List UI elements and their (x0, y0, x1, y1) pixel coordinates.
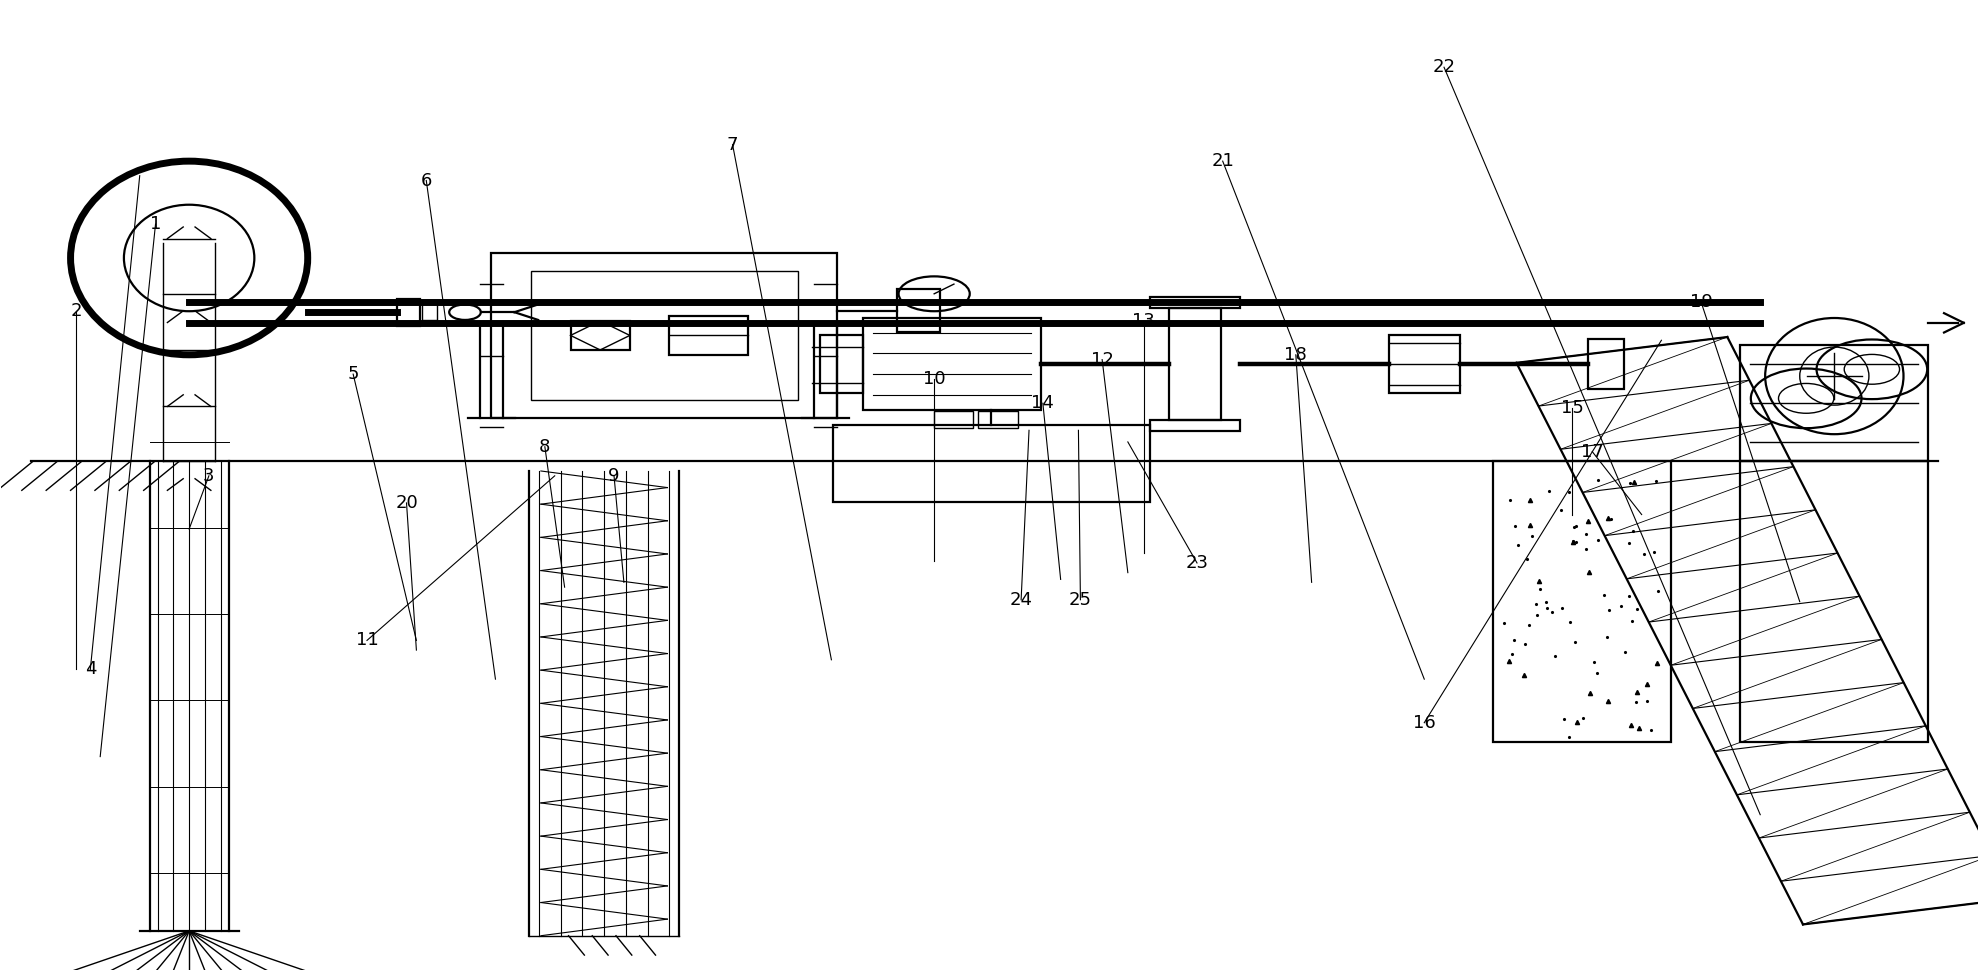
Text: 5: 5 (348, 365, 358, 384)
Text: 24: 24 (1009, 590, 1033, 609)
Text: 19: 19 (1690, 292, 1712, 311)
Bar (669, 317, 748, 354)
Text: 18: 18 (1284, 346, 1308, 364)
Text: 14: 14 (1031, 394, 1055, 413)
Bar (863, 318, 1041, 410)
Text: 21: 21 (1211, 152, 1235, 170)
Text: 17: 17 (1581, 443, 1603, 460)
Text: 11: 11 (356, 631, 378, 650)
Bar (1389, 335, 1461, 393)
Bar (819, 335, 863, 392)
Bar (1589, 339, 1625, 389)
Text: 4: 4 (85, 660, 97, 679)
Bar (1170, 309, 1221, 419)
Text: 7: 7 (726, 136, 738, 153)
Bar (422, 304, 437, 319)
Bar (934, 411, 974, 428)
Text: 8: 8 (538, 438, 550, 455)
Text: 13: 13 (1132, 312, 1156, 330)
Bar (1150, 419, 1241, 431)
Bar (1740, 345, 1928, 461)
Text: 2: 2 (71, 302, 83, 320)
Text: 23: 23 (1185, 554, 1209, 572)
Bar (1740, 461, 1928, 742)
Text: 12: 12 (1090, 351, 1114, 369)
Text: 10: 10 (922, 370, 946, 388)
Text: 9: 9 (608, 467, 619, 485)
Text: 15: 15 (1561, 399, 1583, 417)
Bar (570, 320, 629, 350)
Bar (1494, 461, 1672, 742)
Text: 22: 22 (1433, 58, 1455, 77)
Text: 3: 3 (204, 467, 214, 485)
Bar (896, 289, 940, 332)
Bar (833, 424, 1150, 502)
Bar (530, 271, 798, 400)
Text: 16: 16 (1413, 714, 1435, 732)
Text: 25: 25 (1069, 590, 1092, 609)
Text: 20: 20 (396, 494, 418, 512)
Text: 6: 6 (422, 172, 431, 189)
Bar (1150, 297, 1241, 309)
Text: 1: 1 (150, 216, 160, 233)
Bar (978, 411, 1017, 428)
Bar (491, 253, 837, 418)
Bar (396, 299, 420, 325)
